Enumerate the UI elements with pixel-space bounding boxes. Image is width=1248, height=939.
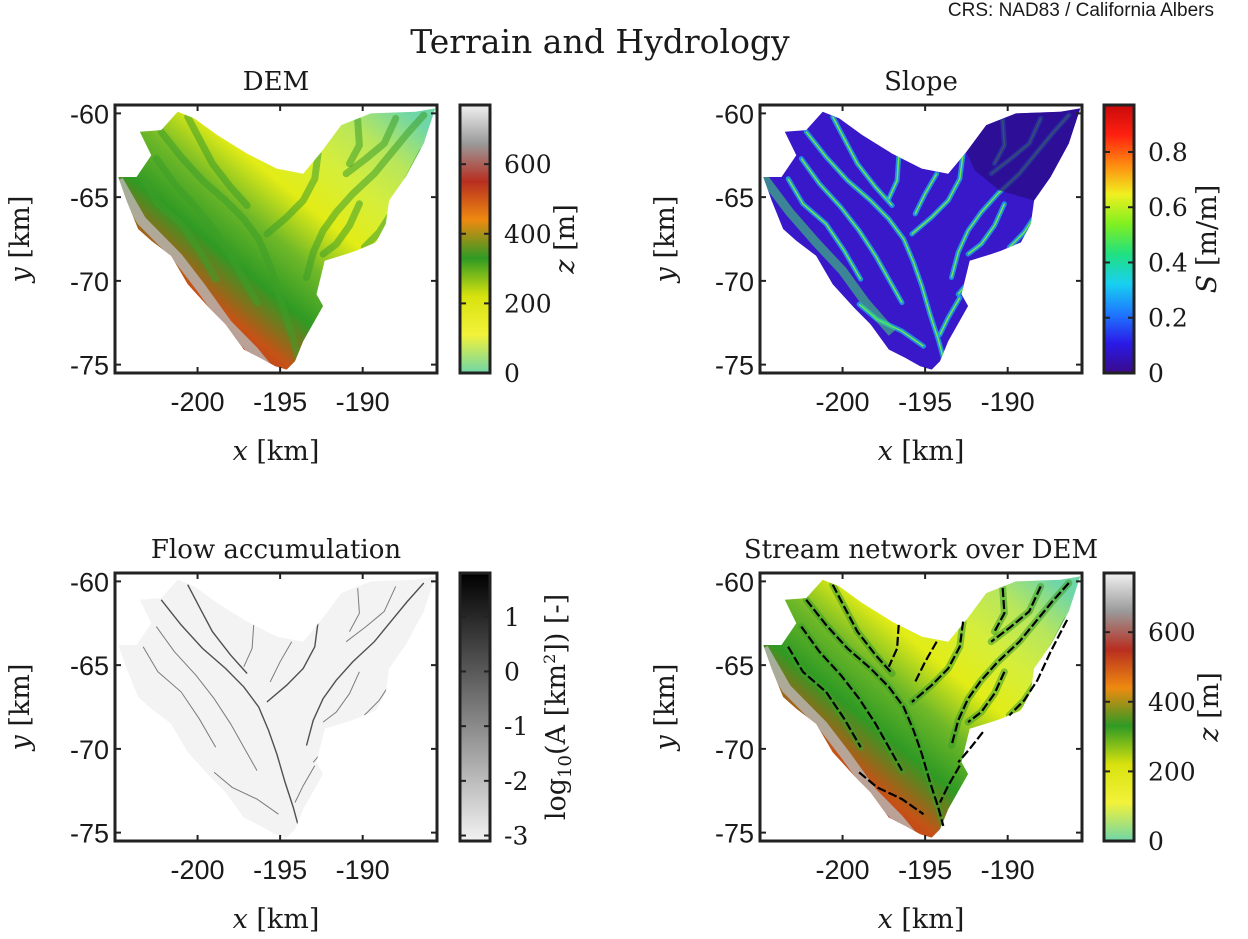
colorbar-tick-label: -1	[504, 712, 528, 741]
stream-line	[939, 765, 961, 803]
y-tick-label: -70	[70, 267, 109, 297]
figure-title: Terrain and Hydrology	[410, 22, 790, 61]
y-tick-label: -70	[715, 735, 754, 765]
panel-title: Flow accumulation	[151, 535, 402, 565]
y-tick-label: -75	[70, 351, 109, 381]
colorbar-tick-label: -2	[504, 767, 528, 796]
x-tick-label: -195	[898, 387, 952, 417]
x-axis-label: x [km]	[878, 904, 965, 935]
x-tick-label: -195	[253, 855, 307, 885]
axes-frame	[758, 103, 1084, 375]
stream-line	[914, 641, 938, 683]
stream-line	[1008, 619, 1069, 717]
y-tick-label: -75	[715, 351, 754, 381]
x-axis-label: x [km]	[233, 436, 320, 467]
panel-title: DEM	[243, 67, 309, 97]
colorbar-tick-label: 0	[1148, 827, 1164, 856]
stream-line	[993, 588, 1006, 633]
y-tick-label: -60	[70, 99, 109, 129]
x-tick-label: -200	[816, 387, 870, 417]
x-tick-label: -190	[336, 855, 390, 885]
colorbar-tick-label: 0.4	[1148, 248, 1188, 277]
stream-line	[858, 771, 925, 816]
y-tick-label: -60	[70, 567, 109, 597]
stream-line	[957, 731, 984, 764]
colorbar-tick-label: -3	[504, 822, 528, 851]
y-axis-label: y [km]	[5, 196, 36, 284]
x-tick-label: -190	[336, 387, 390, 417]
colorbar-label: z [m]	[550, 204, 581, 275]
colorbar-tick-label: 0.6	[1148, 193, 1188, 222]
colorbar-label: log10(A [km2]) [-]	[540, 594, 576, 820]
colorbar-tick-label: 0.8	[1148, 138, 1188, 167]
x-tick-label: -190	[981, 387, 1035, 417]
x-tick-label: -200	[816, 855, 870, 885]
y-tick-label: -75	[715, 819, 754, 849]
axes-frame	[758, 571, 1084, 843]
stream-line	[967, 671, 1006, 723]
y-axis-label: y [km]	[650, 196, 681, 284]
x-tick-label: -200	[171, 387, 225, 417]
colorbar-tick-label: 0	[504, 657, 520, 686]
y-axis-label: y [km]	[650, 664, 681, 752]
x-tick-label: -200	[171, 855, 225, 885]
x-tick-label: -195	[253, 387, 307, 417]
x-axis-label: x [km]	[878, 436, 965, 467]
panel-title: Stream network over DEM	[744, 535, 1098, 565]
panel-title: Slope	[884, 67, 958, 97]
colorbar-label: z [m]	[1194, 672, 1225, 743]
y-tick-label: -65	[715, 183, 754, 213]
panel-dem: -200 -195 -190 -60 -65 -70 -75 DEM x [km] y [km] 0…	[5, 67, 581, 467]
y-tick-label: -65	[70, 651, 109, 681]
stream-line	[805, 599, 945, 827]
colorbar-tick-label: 600	[1148, 618, 1196, 647]
x-axis-label: x [km]	[233, 904, 320, 935]
x-tick-label: -195	[898, 855, 952, 885]
y-tick-label: -60	[715, 99, 754, 129]
y-tick-label: -75	[70, 819, 109, 849]
stream-line	[787, 646, 862, 748]
colorbar	[1102, 571, 1136, 843]
y-tick-label: -65	[715, 651, 754, 681]
colorbar-tick-label: 1	[504, 603, 520, 632]
colorbar-tick-label: 200	[504, 289, 552, 318]
panel-slope: -200 -195 -190 -60 -65 -70 -75 Slope x [km] y [km…	[650, 67, 1223, 467]
crs-note: CRS: NAD83 / California Albers	[947, 0, 1214, 21]
panel-stream: -200 -195 -190 -60 -65 -70 -75 Stream network o…	[650, 535, 1225, 935]
y-tick-label: -70	[715, 267, 754, 297]
colorbar-tick-label: 0	[504, 359, 520, 388]
colorbar-tick-label: 0.2	[1148, 304, 1188, 333]
y-tick-label: -65	[70, 183, 109, 213]
panel-flow: -200 -195 -190 -60 -65 -70 -75 Flow accumulatio…	[5, 535, 576, 935]
colorbar-label: S [m/m]	[1192, 185, 1223, 293]
stream-line	[990, 585, 1042, 643]
colorbar-tick-label: 200	[1148, 757, 1196, 786]
y-axis-label: y [km]	[5, 664, 36, 752]
x-tick-label: -190	[981, 855, 1035, 885]
colorbar-tick-label: 400	[1148, 688, 1196, 717]
stream-line	[911, 621, 965, 703]
stream-line	[950, 582, 1070, 746]
y-tick-label: -70	[70, 735, 109, 765]
stream-line	[831, 584, 893, 675]
axes-frame	[113, 571, 439, 843]
colorbar	[458, 103, 492, 375]
colorbar-tick-label: 400	[504, 220, 552, 249]
stream-line	[887, 624, 900, 668]
watershed-raster	[118, 576, 436, 838]
colorbar-tick-label: 0	[1148, 359, 1164, 388]
y-tick-label: -60	[715, 567, 754, 597]
colorbar	[458, 571, 492, 843]
stream-line	[800, 625, 903, 772]
colorbar	[1102, 103, 1136, 375]
colorbar-tick-label: 600	[504, 150, 552, 179]
axes-frame	[113, 103, 439, 375]
